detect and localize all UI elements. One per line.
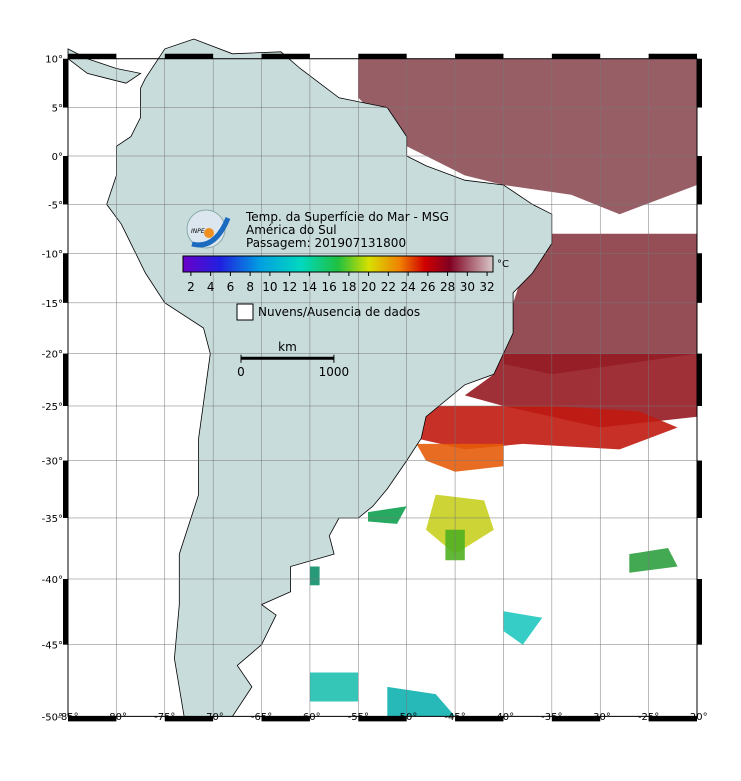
y-tick-label: 5° [52, 104, 63, 115]
y-tick-label: -5° [48, 200, 63, 211]
pass-time: Passagem: 201907131800 [246, 236, 406, 250]
frame [63, 53, 702, 722]
frame-segment [63, 253, 68, 303]
frame-segment [63, 58, 68, 108]
land [67, 38, 553, 717]
logo-text: INPE [191, 228, 205, 235]
scale-tick-label: 0 [237, 365, 245, 379]
sst-patch [426, 494, 494, 555]
colorbar-tick-label: 30 [460, 280, 475, 294]
colorbar-tick-label: 20 [361, 280, 376, 294]
colorbar-tick-label: 26 [420, 280, 435, 294]
frame-segment [551, 716, 601, 722]
frame-segment [551, 53, 601, 59]
frame-segment [68, 53, 117, 59]
frame-segment [697, 156, 702, 205]
scale-unit: km [278, 340, 297, 354]
colorbar-tick-label: 8 [246, 280, 254, 294]
frame-segment [261, 716, 310, 722]
y-tick-label: -25° [42, 402, 63, 413]
scale-bar [241, 356, 334, 360]
frame-segment [697, 353, 702, 406]
colorbar-tick-label: 16 [321, 280, 336, 294]
subtitle: América do Sul [246, 223, 337, 237]
sst-patch [503, 611, 543, 645]
y-tick-label: -40° [42, 575, 63, 586]
frame-segment [455, 53, 504, 59]
frame-segment [68, 716, 117, 722]
frame-segment [697, 253, 702, 303]
title: Temp. da Superfície do Mar - MSG [245, 210, 449, 224]
legend-label: Nuvens/Ausencia de dados [258, 305, 420, 319]
colorbar-tick-label: 6 [227, 280, 235, 294]
colorbar-tick-label: 18 [341, 280, 356, 294]
sst-patch [309, 566, 320, 586]
frame-segment [358, 716, 407, 722]
colorbar-tick-label: 2 [187, 280, 195, 294]
frame-segment [455, 716, 504, 722]
colorbar-tick-label: 32 [479, 280, 494, 294]
y-tick-label: -20° [42, 350, 63, 361]
scale-tick-label: 1000 [319, 365, 350, 379]
sst-patch [416, 443, 504, 472]
colorbar-tick-label: 14 [302, 280, 317, 294]
y-tick-label: -50° [42, 712, 63, 723]
central-america [67, 48, 142, 84]
legend-box [236, 303, 254, 321]
colorbar [182, 255, 494, 273]
sst-patch [416, 406, 678, 450]
frame-segment [697, 460, 702, 518]
sst-patch [368, 506, 407, 524]
y-tick-label: -15° [42, 299, 63, 310]
sst-patch [387, 686, 456, 717]
frame-segment [164, 716, 214, 722]
colorbar-unit: °C [497, 259, 509, 270]
sst-patch [358, 58, 697, 215]
frame-segment [648, 53, 697, 59]
frame-segment [63, 353, 68, 406]
colorbar-tick-label: 22 [381, 280, 396, 294]
y-tick-label: -30° [42, 457, 63, 468]
x-tick-label: -50° [396, 712, 417, 723]
colorbar-tick-label: 28 [440, 280, 455, 294]
overlay: INPE Temp. da Superfície do Mar - MSG Am… [182, 209, 509, 379]
frame-segment [63, 156, 68, 205]
frame-segment [63, 578, 68, 645]
colorbar-tick-label: 12 [282, 280, 297, 294]
frame-segment [358, 53, 407, 59]
frame-segment [63, 460, 68, 518]
y-tick-label: -45° [42, 641, 63, 652]
frame-segment [261, 53, 310, 59]
logo-arrow [191, 217, 231, 248]
colorbar-tick-label: 4 [207, 280, 215, 294]
sst-patch [309, 672, 359, 702]
frame-segment [164, 53, 214, 59]
y-tick-label: -35° [42, 514, 63, 525]
y-tick-label: 0° [52, 152, 63, 163]
colorbar-tick-label: 24 [400, 280, 415, 294]
frame-segment [697, 578, 702, 645]
colorbar-tick-label: 10 [262, 280, 277, 294]
frame-segment [697, 58, 702, 108]
y-tick-label: 10° [45, 55, 63, 66]
logo-sun [204, 228, 214, 238]
sst-patch [629, 548, 678, 573]
frame-segment [648, 716, 697, 722]
y-tick-label: -10° [42, 249, 63, 260]
